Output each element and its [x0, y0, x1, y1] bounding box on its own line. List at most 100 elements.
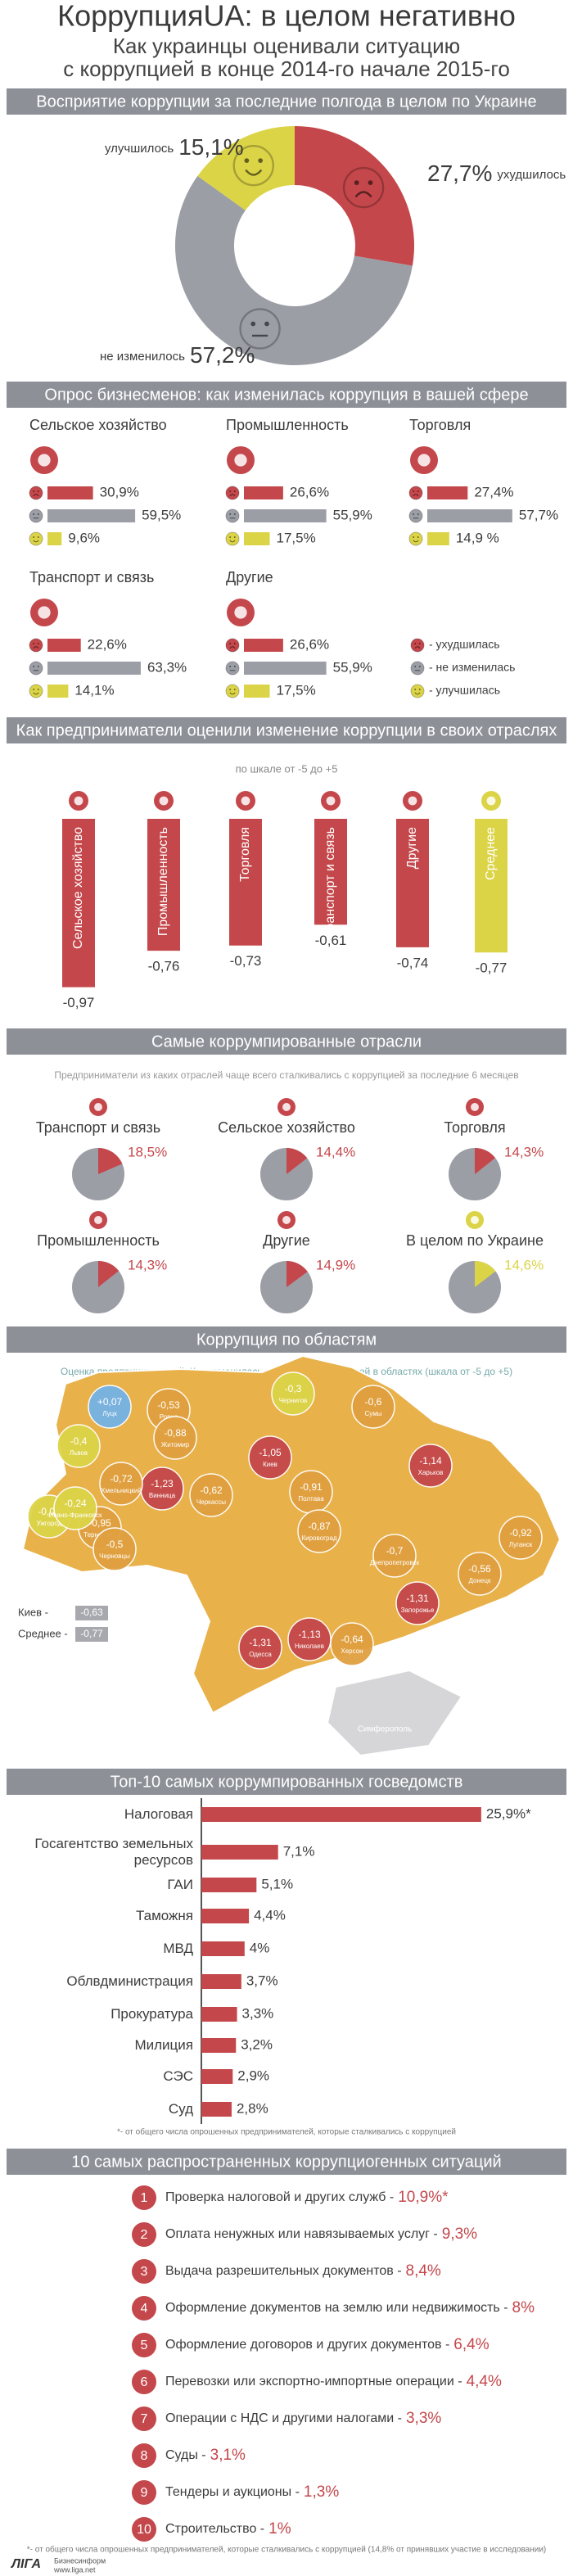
item-number: 1 [141, 2191, 148, 2205]
pie-name: В целом по Украине [406, 1232, 544, 1249]
face-icon [410, 661, 425, 676]
face [408, 508, 423, 523]
region [88, 1385, 132, 1429]
face-icon [410, 638, 425, 653]
face-mouth [229, 646, 236, 649]
survey-value: 30,9% [100, 484, 139, 499]
face [29, 531, 43, 546]
survey-value: 9,6% [68, 530, 100, 545]
item-number: 7 [141, 2412, 148, 2426]
icon-inner [94, 1103, 102, 1111]
survey-value: 14,9 % [456, 530, 499, 545]
icon-inner [159, 796, 169, 806]
face-eye [33, 536, 35, 538]
survey-value: 55,9% [333, 659, 372, 675]
brand: Бизнесинформ [54, 2556, 106, 2565]
number-badge [132, 2259, 156, 2284]
face-icon [408, 531, 423, 546]
item-number: 2 [141, 2228, 148, 2242]
region-value: -0,56 [468, 1563, 491, 1575]
face-eye [233, 643, 236, 644]
footnote: *- от общего числа опрошенных предприним… [27, 2545, 547, 2555]
agency-label-box: ГАИ [167, 1877, 193, 1892]
agency-bar [201, 1941, 245, 1956]
icon-inner [241, 796, 250, 806]
number-badge [132, 2333, 156, 2357]
region-value: -0,53 [157, 1399, 180, 1411]
face-icon [232, 144, 274, 187]
face-eye [418, 643, 421, 644]
survey-bar [244, 532, 270, 545]
region [395, 1581, 440, 1625]
face-eye [233, 513, 236, 515]
face-mouth [229, 692, 236, 695]
region-name: Черновцы [99, 1552, 130, 1560]
logo: ЛIГА [11, 2557, 41, 2571]
survey-value: 55,9% [333, 507, 372, 522]
section-bar [7, 382, 566, 408]
region-name: Харьков [418, 1469, 444, 1476]
region-value: -1,31 [406, 1593, 429, 1604]
face-eye [229, 643, 232, 644]
situation-text: Операции с НДС и другими налогами - [165, 2411, 402, 2425]
face-icon [225, 661, 240, 676]
agency-label-box: Таможня [136, 1908, 193, 1923]
survey-value: 17,5% [277, 682, 316, 698]
url: www.liga.net [53, 2565, 96, 2574]
face-eye [33, 689, 35, 690]
donut-segment [174, 175, 413, 365]
situation: Выдача разрешительных документов - 8,4% [165, 2262, 441, 2280]
survey-bar [244, 509, 327, 522]
agency-label: Милиция [134, 2037, 193, 2053]
survey-bar [47, 486, 93, 499]
section-heading: Опрос бизнесменов: как изменилась корруп… [44, 386, 528, 404]
agency-bar [201, 1845, 278, 1860]
number-badge [132, 2407, 156, 2431]
agency-value: 3,7% [246, 1973, 278, 1988]
survey-bar [47, 639, 81, 652]
region-value: -0,24 [64, 1498, 87, 1509]
face-icon [408, 486, 423, 500]
region-value: -0,88 [164, 1427, 187, 1439]
region-name: Винница [149, 1492, 176, 1499]
survey-bar [427, 486, 468, 499]
agency-label: Облвдминистрация [66, 1973, 193, 1989]
region-name: Хмельницкий [101, 1487, 142, 1494]
agency-label-box: Прокуратура [111, 2006, 193, 2022]
agency-label: МВД [163, 1941, 193, 1956]
icon-inner [282, 1103, 291, 1111]
agency-label-box: Госагентство земельных ресурсов [34, 1836, 193, 1868]
face-mouth [229, 494, 236, 497]
sector-name: Промышленность [226, 417, 349, 433]
situation-value: 9,3% [442, 2226, 477, 2243]
section-heading: Как предприниматели оценили изменение ко… [16, 721, 557, 739]
score-category: Среднее [484, 827, 498, 880]
region [458, 1552, 502, 1596]
icon-inner [417, 454, 431, 467]
region-value: -0,5 [106, 1539, 124, 1550]
score-value: -0,77 [476, 960, 508, 976]
face-mouth [413, 494, 419, 497]
situation-value: 4,4% [467, 2373, 502, 2390]
pie-value: 14,4% [316, 1144, 355, 1159]
title: КоррупцияUA: в целом негативно [57, 0, 516, 33]
region [248, 1435, 292, 1480]
face-eye [233, 689, 236, 690]
region-value: -0,3 [285, 1383, 302, 1394]
face-eye [368, 180, 373, 185]
face [225, 638, 240, 653]
situation: Перевозки или экспортно-импортные операц… [165, 2373, 502, 2390]
face-icon [29, 684, 43, 698]
face-eye [264, 321, 269, 327]
survey-value: 27,4% [474, 484, 513, 499]
number-badge [132, 2443, 156, 2468]
agency-bar [201, 1974, 241, 1989]
region-name: Житомир [161, 1441, 190, 1448]
icon-inner [38, 454, 51, 467]
face-icon [225, 486, 240, 500]
face-icon [29, 661, 43, 676]
item-number: 4 [141, 2302, 148, 2316]
region-name: Николаев [295, 1643, 324, 1650]
face-eye [37, 666, 39, 667]
item-number: 9 [141, 2486, 148, 2500]
